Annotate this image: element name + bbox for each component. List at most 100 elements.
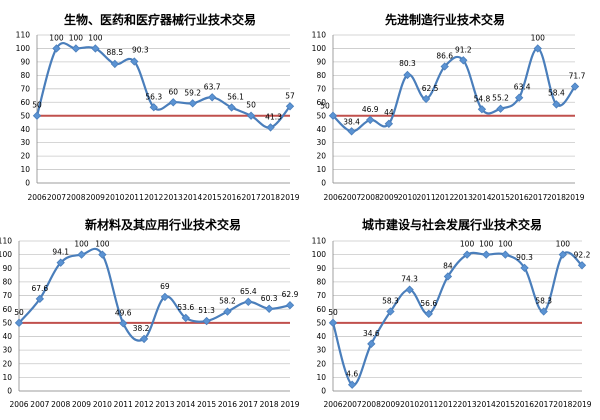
data-label: 56.1 xyxy=(227,93,244,102)
data-label: 74.3 xyxy=(401,275,418,284)
data-point xyxy=(558,250,568,259)
x-tick-label: 2007 xyxy=(30,400,49,409)
x-tick-label: 2015 xyxy=(491,193,510,202)
data-label: 62.5 xyxy=(422,84,439,93)
data-label: 100 xyxy=(74,240,89,249)
chart-title: 城市建设与社会发展行业技术交易 xyxy=(362,217,542,232)
data-label: 49.6 xyxy=(115,308,132,317)
data-label: 55.2 xyxy=(492,94,509,103)
data-label: 50 xyxy=(320,102,330,111)
data-label: 100 xyxy=(460,240,475,249)
data-point xyxy=(533,44,542,53)
x-tick-label: 2012 xyxy=(144,193,163,202)
x-tick-label: 2013 xyxy=(164,193,183,202)
data-label: 60 xyxy=(168,87,178,96)
data-point xyxy=(169,98,178,107)
y-tick-label: 70 xyxy=(20,84,30,93)
data-label: 100 xyxy=(531,33,546,42)
data-point xyxy=(462,250,472,259)
data-point xyxy=(32,111,42,120)
x-tick-label: 2012 xyxy=(438,400,457,409)
y-tick-label: 30 xyxy=(316,138,326,147)
data-point xyxy=(386,307,395,316)
x-tick-label: 2012 xyxy=(135,400,154,409)
data-point xyxy=(496,104,505,113)
x-tick-label: 2019 xyxy=(572,400,591,409)
data-label: 100 xyxy=(479,240,494,249)
x-tick-label: 2013 xyxy=(458,400,477,409)
y-tick-label: 40 xyxy=(2,332,12,341)
data-point xyxy=(181,313,190,323)
data-point xyxy=(227,103,236,112)
data-label: 65.4 xyxy=(240,287,257,296)
y-tick-label: 60 xyxy=(316,305,326,314)
data-label: 100 xyxy=(95,240,110,249)
x-tick-label: 2017 xyxy=(534,400,553,409)
data-label: 41.3 xyxy=(265,112,282,121)
x-tick-label: 2015 xyxy=(496,400,515,409)
y-tick-label: 0 xyxy=(321,179,326,188)
x-tick-label: 2010 xyxy=(93,400,112,409)
x-tick-label: 2008 xyxy=(51,400,70,409)
data-point xyxy=(347,127,356,136)
y-tick-label: 90 xyxy=(316,58,326,67)
y-tick-label: 40 xyxy=(316,332,326,341)
data-label: 51.3 xyxy=(198,306,215,315)
x-tick-label: 2016 xyxy=(515,400,534,409)
y-tick-label: 70 xyxy=(316,84,326,93)
data-label: 71.7 xyxy=(569,72,586,81)
data-point xyxy=(188,99,197,108)
x-tick-label: 2019 xyxy=(280,193,299,202)
x-tick-label: 2014 xyxy=(477,400,496,409)
y-tick-label: 20 xyxy=(2,359,12,368)
x-tick-label: 2016 xyxy=(510,193,529,202)
x-tick-label: 2011 xyxy=(125,193,144,202)
y-tick-label: 0 xyxy=(321,387,326,396)
x-tick-label: 2018 xyxy=(547,193,566,202)
data-point xyxy=(223,307,232,316)
data-label: 100 xyxy=(498,240,513,249)
data-point xyxy=(421,94,431,104)
data-label: 90.3 xyxy=(516,253,533,262)
x-tick-label: 2017 xyxy=(239,400,258,409)
data-point xyxy=(207,93,217,102)
data-point xyxy=(501,250,510,259)
data-label: 46.9 xyxy=(362,105,379,114)
x-tick-label: 2014 xyxy=(472,193,491,202)
data-label: 58.2 xyxy=(219,297,236,306)
data-point xyxy=(202,316,211,326)
x-tick-label: 2006 xyxy=(27,193,46,202)
data-label: 50 xyxy=(14,308,24,317)
data-point xyxy=(459,56,468,65)
x-tick-label: 2006 xyxy=(323,193,342,202)
data-point xyxy=(328,111,338,120)
data-label: 90.3 xyxy=(132,46,149,55)
data-label: 57 xyxy=(285,91,295,100)
y-tick-label: 70 xyxy=(316,291,326,300)
x-tick-label: 2009 xyxy=(379,193,398,202)
y-tick-label: 50 xyxy=(20,111,30,120)
data-point xyxy=(539,307,548,316)
y-tick-label: 10 xyxy=(316,165,326,174)
y-tick-label: 80 xyxy=(2,278,12,287)
y-tick-label: 80 xyxy=(316,71,326,80)
y-tick-label: 110 xyxy=(312,237,327,246)
y-tick-label: 70 xyxy=(2,291,12,300)
x-tick-label: 2018 xyxy=(260,400,279,409)
data-label: 63.7 xyxy=(204,82,221,91)
data-label: 50 xyxy=(32,101,42,110)
data-label: 58.3 xyxy=(382,297,399,306)
x-tick-label: 2018 xyxy=(261,193,280,202)
chart-panel-4: 城市建设与社会发展行业技术交易0102030405060708090100110… xyxy=(312,217,592,409)
x-tick-label: 2006 xyxy=(9,400,28,409)
chart-title: 先进制造行业技术交易 xyxy=(385,12,505,27)
data-point xyxy=(52,44,61,53)
x-tick-label: 2013 xyxy=(155,400,174,409)
chart-panel-3: 新材料及其应用行业技术交易010203040506070809010011020… xyxy=(0,217,300,409)
y-tick-label: 30 xyxy=(316,346,326,355)
data-point xyxy=(110,59,120,69)
x-tick-label: 2018 xyxy=(553,400,572,409)
data-label: 100 xyxy=(49,33,64,42)
y-tick-label: 90 xyxy=(20,58,30,67)
